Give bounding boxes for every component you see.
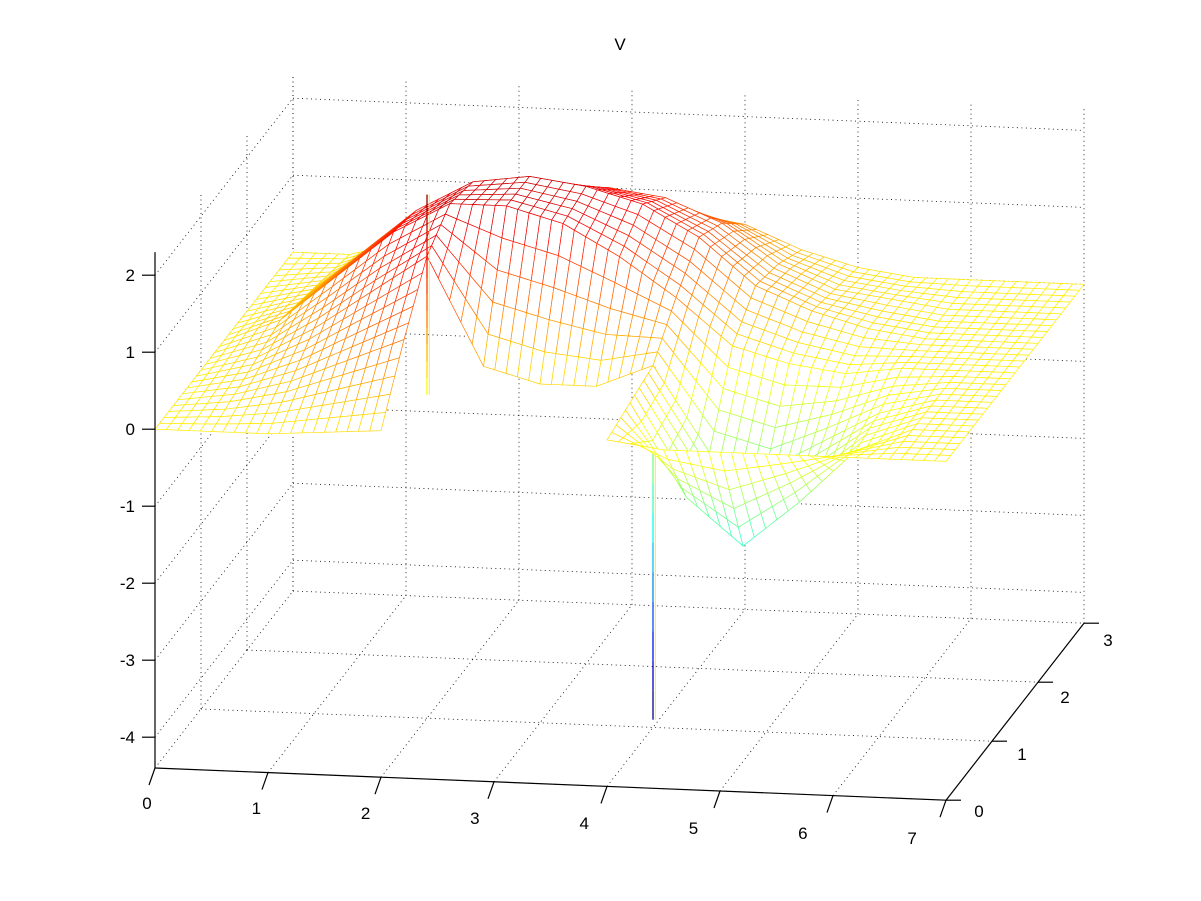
x-tick (600, 786, 608, 804)
x-axis-line (154, 767, 947, 801)
x-tick-label: 0 (142, 794, 151, 813)
z-tick-label: -1 (120, 497, 135, 516)
x-tick (939, 800, 947, 818)
y-axis-line (945, 622, 1085, 801)
z-tick-label: -2 (120, 574, 135, 593)
x-tick-label: 2 (361, 804, 370, 823)
x-tick (487, 781, 495, 799)
y-tick-label: 2 (1060, 688, 1069, 707)
x-tick-label: 7 (907, 829, 916, 848)
y-tick-label: 1 (1017, 745, 1026, 764)
y-tick-label: 3 (1103, 631, 1112, 650)
x-tick-label: 3 (470, 809, 479, 828)
axes (142, 252, 1099, 818)
x-tick (374, 777, 382, 795)
y-tick-label: 0 (974, 802, 983, 821)
z-tick-label: -4 (120, 728, 135, 747)
x-tick (826, 795, 834, 813)
x-tick-label: 6 (798, 824, 807, 843)
x-tick (148, 767, 156, 786)
tick-labels: -4 -3 -2 -1 0 1 2 0 1 2 3 4 5 6 7 0 1 2 3 (120, 266, 1113, 848)
mesh-surface (154, 175, 1085, 720)
z-tick-label: 1 (126, 343, 135, 362)
x-tick-label: 1 (252, 799, 261, 818)
x-tick-label: 5 (689, 819, 698, 838)
grid-lines (154, 75, 1085, 801)
mesh-cell (369, 412, 387, 432)
z-tick-label: 0 (126, 420, 135, 439)
chart-title: V (614, 35, 626, 54)
x-tick-label: 4 (579, 814, 588, 833)
x-tick (261, 772, 269, 790)
z-tick-label: -3 (120, 651, 135, 670)
z-tick-label: 2 (126, 266, 135, 285)
x-tick (713, 790, 721, 809)
mesh-cell (934, 454, 952, 462)
